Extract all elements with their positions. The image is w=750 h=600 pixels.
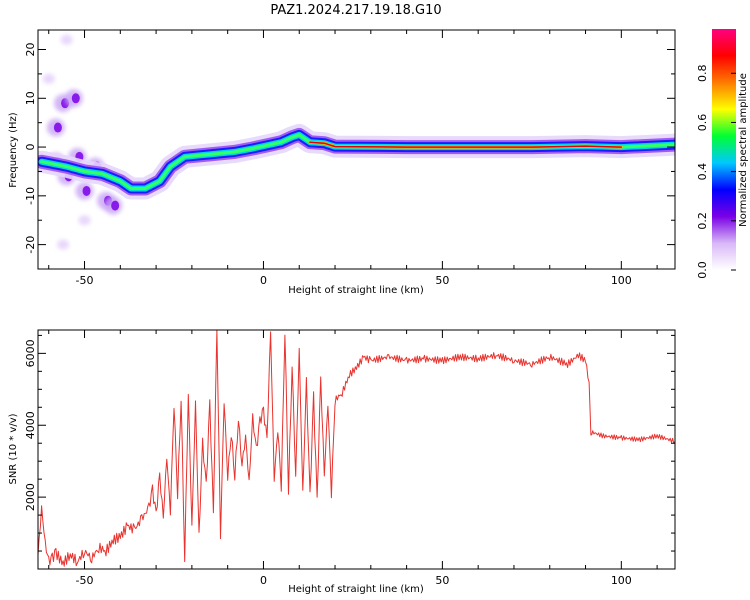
snr-xlabel: Height of straight line (km): [288, 584, 424, 595]
noise-core: [71, 93, 80, 104]
colorbar-tick-label: 0.6: [696, 114, 709, 131]
snr-ticks: -50 0 50 100 2000 4000 6000: [24, 330, 675, 587]
spectrogram-xtick-label: 50: [435, 274, 449, 287]
spectrogram-xtick-label: 100: [611, 274, 632, 287]
snr-xtick-label: -50: [76, 574, 94, 587]
snr-ytick-label: 6000: [24, 339, 37, 367]
ridge-peak: [309, 141, 623, 148]
spectrogram-ticks: -50 0 50 100 -20 -10 0 10 20: [24, 30, 675, 287]
spectrogram-ytick-label: 20: [24, 43, 37, 57]
noise-blob: [60, 34, 73, 45]
spectrogram-xtick-label: -50: [76, 274, 94, 287]
noise-blob: [57, 239, 70, 250]
colorbar-ticks: 0.0 0.2 0.4 0.6 0.8: [696, 65, 736, 279]
colorbar-tick-label: 0.2: [696, 212, 709, 230]
colorbar: 0.0 0.2 0.4 0.6 0.8 Normalized spectral ampl…: [696, 29, 749, 279]
snr-xtick-label: 100: [611, 574, 632, 587]
spectrogram-frame: [37, 29, 676, 270]
snr-ytick-label: 2000: [24, 483, 37, 511]
snr-ylabel: SNR (10 * v/v): [8, 413, 19, 484]
snr-frame: [37, 329, 676, 570]
snr-series-line: [38, 330, 675, 567]
snr-plot-area: [38, 330, 675, 569]
noise-core: [111, 200, 120, 211]
spectrogram-ytick-label: 10: [24, 91, 37, 105]
colorbar-tick-label: 0.0: [696, 261, 709, 279]
snr-xtick-label: 50: [435, 574, 449, 587]
snr-panel: -50 0 50 100 2000 4000 6000 Height of straight…: [8, 329, 676, 595]
noise-core: [53, 122, 62, 133]
noise-blob: [42, 73, 55, 84]
spectrogram-xtick-label: 0: [260, 274, 267, 287]
spectrogram-ytick-label: -10: [24, 187, 37, 205]
colorbar-label: Normalized spectral amplitude: [738, 73, 749, 227]
colorbar-tick-label: 0.8: [696, 65, 709, 83]
spectrogram-ytick-label: -20: [24, 236, 37, 254]
spectrogram-content: [38, 34, 675, 250]
spectrogram-ytick-label: 0: [24, 144, 37, 151]
snr-xtick-label: 0: [260, 574, 267, 587]
spectrogram-ylabel: Frequency (Hz): [8, 112, 19, 188]
spectrogram-panel: -50 0 50 100 -20 -10 0 10 20 Height of straight …: [8, 29, 676, 296]
colorbar-gradient: [712, 29, 736, 270]
snr-ytick-label: 4000: [24, 411, 37, 439]
noise-core: [82, 185, 91, 196]
figure-title: PAZ1.2024.217.19.18.G10: [270, 3, 441, 18]
spectrogram-xlabel: Height of straight line (km): [288, 285, 424, 296]
noise-blob: [78, 215, 91, 226]
colorbar-tick-label: 0.4: [696, 163, 709, 181]
